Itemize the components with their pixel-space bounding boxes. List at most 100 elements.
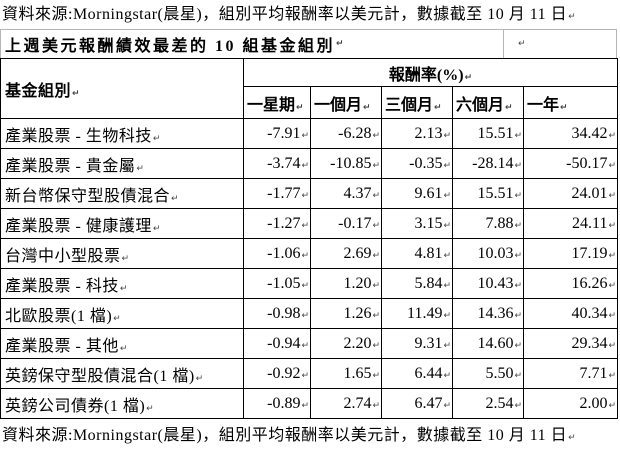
value-label: 16.26: [571, 274, 608, 292]
value-label: 4.37: [343, 184, 372, 202]
fund-category-cell: 英鎊保守型股債混合(1 檔)↵: [0, 358, 244, 389]
paragraph-mark: ↵: [301, 250, 309, 261]
header-three-month-label: 三個月: [385, 96, 434, 114]
value-cell: 2.74↵: [310, 388, 382, 419]
header-three-month: 三個月↵: [381, 86, 453, 119]
fund-category-cell: 英鎊公司債券(1 檔)↵: [0, 388, 244, 419]
value-label: 2.13: [414, 124, 443, 142]
paragraph-mark: ↵: [608, 250, 616, 261]
value-cell: 2.69↵: [310, 238, 382, 269]
fund-returns-table: 基金組別↵ 報酬率(%)↵ 一星期↵ 一個月↵ 三個月↵ 六個月↵ 一年↵ 產業…: [0, 58, 618, 419]
paragraph-mark: ↵: [336, 39, 344, 49]
paragraph-mark: ↵: [152, 133, 161, 144]
fund-category-cell: 新台幣保守型股債混合↵: [0, 178, 244, 209]
paragraph-mark: ↵: [372, 280, 380, 291]
paragraph-mark: ↵: [372, 370, 380, 381]
paragraph-mark: ↵: [119, 283, 128, 294]
paragraph-mark: ↵: [608, 220, 616, 231]
value-label: 15.51: [477, 184, 514, 202]
paragraph-mark: ↵: [301, 340, 309, 351]
table-row: 產業股票 - 科技↵ -1.05↵ 1.20↵ 5.84↵ 10.43↵ 16.…: [0, 268, 618, 299]
paragraph-mark: ↵: [608, 160, 616, 171]
paragraph-mark: ↵: [608, 340, 616, 351]
paragraph-mark: ↵: [608, 280, 616, 291]
paragraph-mark: ↵: [608, 370, 616, 381]
return-rate-header: 報酬率(%)↵: [243, 58, 618, 87]
value-label: 2.54: [485, 394, 514, 412]
paragraph-mark: ↵: [434, 102, 442, 113]
value-label: 2.74: [343, 394, 372, 412]
value-label: -28.14: [472, 154, 514, 172]
paragraph-mark: ↵: [121, 253, 130, 264]
paragraph-mark: ↵: [464, 72, 473, 83]
value-label: 1.26: [343, 304, 372, 322]
table-row: 台灣中小型股票↵ -1.06↵ 2.69↵ 4.81↵ 10.03↵ 17.19…: [0, 238, 618, 269]
value-cell: -0.89↵: [243, 388, 311, 419]
header-one-week-label: 一星期: [247, 96, 296, 114]
value-label: 14.36: [477, 304, 514, 322]
paragraph-mark: ↵: [443, 370, 451, 381]
source-note-bottom-text: 資料來源:Morningstar(晨星)，組別平均報酬率以美元計，數據截至 10…: [2, 427, 568, 444]
value-label: 29.34: [571, 334, 608, 352]
value-label: 24.01: [571, 184, 608, 202]
value-label: 11.49: [407, 304, 443, 322]
value-label: -0.35: [409, 154, 443, 172]
value-cell: -6.28↵: [310, 118, 382, 149]
paragraph-mark: ↵: [301, 370, 309, 381]
value-label: 40.34: [571, 304, 608, 322]
fund-category-cell: 台灣中小型股票↵: [0, 238, 244, 269]
paragraph-mark: ↵: [443, 400, 451, 411]
value-label: 7.88: [485, 214, 514, 232]
value-label: 9.61: [414, 184, 443, 202]
paragraph-mark: ↵: [372, 220, 380, 231]
value-cell: 15.51↵: [452, 118, 524, 149]
value-label: 24.11: [572, 214, 608, 232]
table-row: 北歐股票(1 檔)↵ -0.98↵ 1.26↵ 11.49↵ 14.36↵ 40…: [0, 298, 618, 329]
paragraph-mark: ↵: [301, 190, 309, 201]
table-row: 產業股票 - 生物科技↵ -7.91↵ -6.28↵ 2.13↵ 15.51↵ …: [0, 118, 618, 149]
table-row: 新台幣保守型股債混合↵ -1.77↵ 4.37↵ 9.61↵ 15.51↵ 24…: [0, 178, 618, 209]
header-one-year-label: 一年: [527, 96, 560, 114]
paragraph-mark: ↵: [195, 373, 204, 384]
paragraph-mark: ↵: [443, 340, 451, 351]
value-cell: 6.47↵: [381, 388, 453, 419]
value-label: -0.89: [267, 394, 301, 412]
table-title-empty-cell: ↵: [504, 30, 616, 58]
value-cell: -1.06↵: [243, 238, 311, 269]
paragraph-mark: ↵: [514, 190, 522, 201]
fund-category-label: 英鎊保守型股債混合(1 檔): [5, 367, 195, 385]
paragraph-mark: ↵: [443, 250, 451, 261]
value-cell: 5.50↵: [452, 358, 524, 389]
source-note-bottom: 資料來源:Morningstar(晨星)，組別平均報酬率以美元計，數據截至 10…: [0, 422, 620, 450]
paragraph-mark: ↵: [608, 400, 616, 411]
paragraph-mark: ↵: [518, 39, 526, 49]
paragraph-mark: ↵: [608, 190, 616, 201]
paragraph-mark: ↵: [514, 400, 522, 411]
paragraph-mark: ↵: [136, 163, 145, 174]
value-cell: 15.51↵: [452, 178, 524, 209]
paragraph-mark: ↵: [113, 313, 122, 324]
table-row: 英鎊保守型股債混合(1 檔)↵ -0.92↵ 1.65↵ 6.44↵ 5.50↵…: [0, 358, 618, 389]
fund-category-label: 產業股票 - 科技: [5, 277, 119, 295]
value-label: 34.42: [571, 124, 608, 142]
value-label: -0.17: [338, 214, 372, 232]
table-title-row: 上週美元報酬績效最差的 10 組基金組別 ↵ ↵: [0, 29, 617, 58]
value-cell: 11.49↵: [381, 298, 453, 329]
paragraph-mark: ↵: [443, 310, 451, 321]
paragraph-mark: ↵: [568, 12, 577, 22]
value-cell: 4.37↵: [310, 178, 382, 209]
value-label: -3.74: [267, 154, 301, 172]
header-six-month-label: 六個月: [456, 96, 505, 114]
value-label: -1.05: [267, 274, 301, 292]
paragraph-mark: ↵: [560, 102, 568, 113]
fund-category-cell: 北歐股票(1 檔)↵: [0, 298, 244, 329]
fund-category-cell: 產業股票 - 科技↵: [0, 268, 244, 299]
value-cell: 2.20↵: [310, 328, 382, 359]
value-cell: 24.01↵: [523, 178, 618, 209]
value-cell: -0.35↵: [381, 148, 453, 179]
table-title-cell: 上週美元報酬績效最差的 10 組基金組別 ↵: [1, 30, 504, 58]
value-label: -0.94: [267, 334, 301, 352]
value-label: 6.44: [414, 364, 443, 382]
value-cell: 10.43↵: [452, 268, 524, 299]
value-cell: 1.65↵: [310, 358, 382, 389]
